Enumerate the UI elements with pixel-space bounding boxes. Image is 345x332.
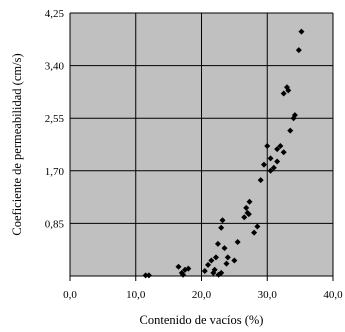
x-tick-label: 10,0 (126, 289, 146, 301)
data-point (280, 90, 287, 97)
data-points (142, 28, 305, 279)
data-point (274, 146, 281, 153)
data-point (234, 238, 241, 245)
data-point (224, 254, 231, 261)
data-point (254, 223, 261, 230)
data-point (208, 257, 215, 264)
data-point (267, 155, 274, 162)
data-point (280, 149, 287, 156)
data-point (175, 263, 182, 270)
y-tick-label: 1,70 (45, 166, 65, 178)
data-point (243, 204, 250, 211)
data-point (251, 229, 258, 236)
data-point (267, 167, 274, 174)
data-point (246, 198, 253, 205)
data-point (218, 224, 225, 231)
x-tick-label: 20,0 (192, 289, 212, 301)
data-point (145, 272, 152, 279)
data-point (201, 268, 208, 275)
data-point (260, 161, 267, 168)
data-point (212, 254, 219, 261)
data-point (277, 143, 284, 150)
data-point (142, 272, 149, 279)
data-point (298, 28, 305, 35)
data-point (295, 47, 302, 54)
data-point (211, 266, 218, 273)
data-point (205, 261, 212, 268)
data-point (218, 269, 225, 276)
data-point (274, 158, 281, 165)
data-point (223, 260, 230, 267)
data-point (180, 271, 187, 278)
data-point (257, 177, 264, 184)
data-point (287, 127, 294, 134)
x-tick-label: 30,0 (258, 289, 278, 301)
data-point (264, 143, 271, 150)
data-point (291, 112, 298, 119)
y-tick-label: 4,25 (45, 8, 65, 20)
x-axis-label: Contenido de vacíos (%) (140, 313, 264, 327)
y-tick-label: 2,55 (45, 113, 65, 125)
x-tick-labels: 0,0 10,0 20,0 30,0 40,0 (63, 289, 343, 301)
grid-lines (69, 12, 334, 281)
data-point (270, 164, 277, 171)
data-point (214, 240, 221, 247)
data-point (219, 217, 226, 224)
x-tick-label: 0,0 (63, 289, 77, 301)
y-tick-labels: 0,85 1,70 2,55 3,40 4,25 (45, 8, 65, 230)
y-tick-label: 0,85 (45, 218, 65, 230)
data-point (245, 211, 252, 218)
x-tick-label: 40,0 (323, 289, 343, 301)
data-point (285, 87, 292, 94)
data-point (221, 245, 228, 252)
y-tick-label: 3,40 (45, 61, 65, 73)
data-point (185, 265, 192, 272)
data-point (241, 214, 248, 221)
y-axis-label: Coeficiente de permeabilidad (cm/s) (10, 53, 24, 235)
data-point (231, 257, 238, 264)
